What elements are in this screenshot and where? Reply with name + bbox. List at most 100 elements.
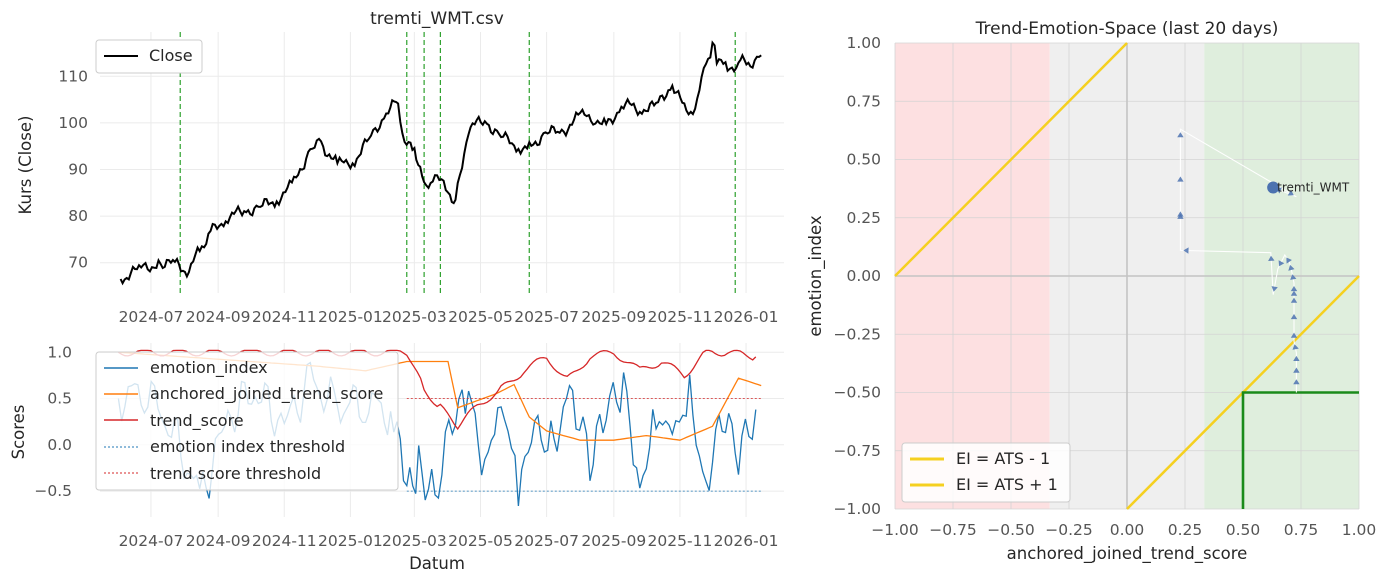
x-tick-label: −1.00 xyxy=(871,521,919,539)
scores-chart-x-ticks: 2024-07 2024-09 2024-11 2025-01 2025-03 2025-… xyxy=(119,532,779,550)
trend-emotion-title: Trend-Emotion-Space (last 20 days) xyxy=(975,19,1279,39)
legend-label-emotion-index: emotion_index xyxy=(150,358,268,378)
y-tick-label: 100 xyxy=(58,114,88,132)
x-tick-label: 2026-01 xyxy=(714,308,779,326)
x-tick-label: 2024-07 xyxy=(119,308,184,326)
price-chart-grid xyxy=(100,32,784,293)
price-chart: 2024-07 2024-09 2024-11 2025-01 2025-03 2025-… xyxy=(16,9,784,326)
x-tick-label: 2026-01 xyxy=(714,532,779,550)
x-tick-label: 2025-11 xyxy=(648,308,713,326)
trajectory-arrow xyxy=(1293,355,1300,361)
y-tick-label: 0.00 xyxy=(846,267,881,285)
legend-label-trend-score-threshold: trend score threshold xyxy=(150,464,321,483)
x-tick-label: 0.00 xyxy=(1110,521,1145,539)
close-line xyxy=(119,40,762,286)
scores-chart-ylabel: Scores xyxy=(9,405,28,460)
y-tick-label: 0.75 xyxy=(846,92,881,110)
y-tick-label: 90 xyxy=(68,160,88,178)
legend-label-trend-score: trend_score xyxy=(150,411,244,431)
trend-emotion-chart: tremti_WMT −1.00 −0.75 −0.50 −0.25 0.00 0.25 0… xyxy=(806,19,1376,564)
y-tick-label: 1.0 xyxy=(47,343,72,361)
legend-label-ei-ats-minus: EI = ATS - 1 xyxy=(956,449,1050,468)
trajectory-arrow xyxy=(1293,379,1300,385)
trajectory-arrow xyxy=(1286,257,1292,264)
x-tick-label: −0.50 xyxy=(987,521,1035,539)
trajectory-arrow xyxy=(1290,332,1298,338)
y-tick-label: 0.50 xyxy=(846,151,881,169)
x-tick-label: 0.25 xyxy=(1168,521,1203,539)
x-tick-label: 2024-11 xyxy=(252,308,317,326)
y-tick-label: 80 xyxy=(68,207,88,225)
y-tick-label: −0.5 xyxy=(34,482,72,500)
target-zone-box xyxy=(1241,391,1359,509)
trajectory-arrow xyxy=(1293,367,1300,373)
trend-emotion-boundary-lines xyxy=(894,42,1360,510)
x-tick-label: 2024-09 xyxy=(186,308,251,326)
y-tick-label: −0.50 xyxy=(834,384,882,402)
price-chart-y-ticks: 70 80 90 100 110 xyxy=(58,67,88,271)
y-tick-label: −0.75 xyxy=(834,442,882,460)
trajectory-arrow xyxy=(1292,344,1299,350)
line-ei-ats-plus-1 xyxy=(894,42,1128,277)
legend-frame xyxy=(95,39,203,74)
trajectory-arrow xyxy=(1268,255,1275,261)
y-tick-label: 0.0 xyxy=(47,436,72,454)
price-chart-x-ticks: 2024-07 2024-09 2024-11 2025-01 2025-03 2025-… xyxy=(119,308,779,326)
x-tick-label: 2025-09 xyxy=(581,308,646,326)
y-tick-label: −1.00 xyxy=(834,500,882,518)
trajectory-arrow xyxy=(1290,286,1298,292)
scores-chart: 2024-07 2024-09 2024-11 2025-01 2025-03 2025-… xyxy=(9,343,784,573)
legend-label-emotion-index-threshold: emotion index threshold xyxy=(150,437,345,456)
x-tick-label: 2024-11 xyxy=(252,532,317,550)
x-tick-label: 2024-07 xyxy=(119,532,184,550)
trend-emotion-xlabel: anchored_joined_trend_score xyxy=(1007,544,1248,564)
y-tick-label: 0.25 xyxy=(846,209,881,227)
x-tick-label: 2025-07 xyxy=(514,308,579,326)
trajectory-arrow xyxy=(1278,260,1285,267)
current-point-label: tremti_WMT xyxy=(1277,180,1350,194)
trend-emotion-x-ticks: −1.00 −0.75 −0.50 −0.25 0.00 0.25 0.50 0.75 1.00 xyxy=(871,521,1376,539)
trajectory-arrow xyxy=(1290,274,1297,280)
scores-legend-frame xyxy=(95,351,399,491)
x-tick-label: 2025-11 xyxy=(648,532,713,550)
x-tick-label: 2025-05 xyxy=(448,308,513,326)
y-tick-label: 70 xyxy=(68,254,88,272)
trend-emotion-legend: EI = ATS - 1 EI = ATS + 1 xyxy=(901,442,1071,503)
trend-emotion-y-ticks: 1.00 0.75 0.50 0.25 0.00 −0.25 −0.50 −0.75 −1.00 xyxy=(834,34,882,518)
x-tick-label: 0.50 xyxy=(1226,521,1261,539)
price-chart-event-lines xyxy=(179,32,736,293)
trend-emotion-trajectory: tremti_WMT xyxy=(1177,128,1350,393)
trajectory-arrow xyxy=(1177,132,1184,138)
trajectory-arrow xyxy=(1177,176,1184,182)
price-chart-title: tremti_WMT.csv xyxy=(370,9,504,29)
scores-chart-legend: emotion_index anchored_joined_trend_scor… xyxy=(95,351,399,491)
trajectory-arrow xyxy=(1290,290,1298,296)
trajectory-arrow xyxy=(1290,314,1298,320)
price-chart-legend: Close xyxy=(95,39,203,74)
legend-label-ei-ats-plus: EI = ATS + 1 xyxy=(956,475,1058,494)
trajectory-arrow xyxy=(1287,189,1294,196)
y-tick-label: 110 xyxy=(58,67,88,85)
y-tick-label: 0.5 xyxy=(47,390,72,408)
y-tick-label: −0.25 xyxy=(834,325,882,343)
x-tick-label: 2025-07 xyxy=(514,532,579,550)
legend-label-anchored-joined-trend-score: anchored_joined_trend_score xyxy=(150,384,383,404)
x-tick-label: 2025-05 xyxy=(448,532,513,550)
x-tick-label: 2024-09 xyxy=(186,532,251,550)
scores-chart-xlabel: Datum xyxy=(409,554,465,573)
trajectory-arrow xyxy=(1290,297,1298,303)
trajectory-arrow xyxy=(1177,211,1184,217)
current-point-marker xyxy=(1267,181,1280,194)
x-tick-label: 2025-03 xyxy=(382,532,447,550)
legend-label-close: Close xyxy=(149,46,193,65)
x-tick-label: −0.75 xyxy=(929,521,977,539)
x-tick-label: 2025-03 xyxy=(382,308,447,326)
x-tick-label: 2025-01 xyxy=(318,532,383,550)
trajectory-arrow xyxy=(1271,286,1278,292)
price-chart-ylabel: Kurs (Close) xyxy=(16,116,35,215)
x-tick-label: 1.00 xyxy=(1342,521,1377,539)
y-tick-label: 1.00 xyxy=(846,34,881,52)
trajectory-arrow xyxy=(1288,264,1295,271)
trajectory-arrow xyxy=(1183,247,1189,254)
